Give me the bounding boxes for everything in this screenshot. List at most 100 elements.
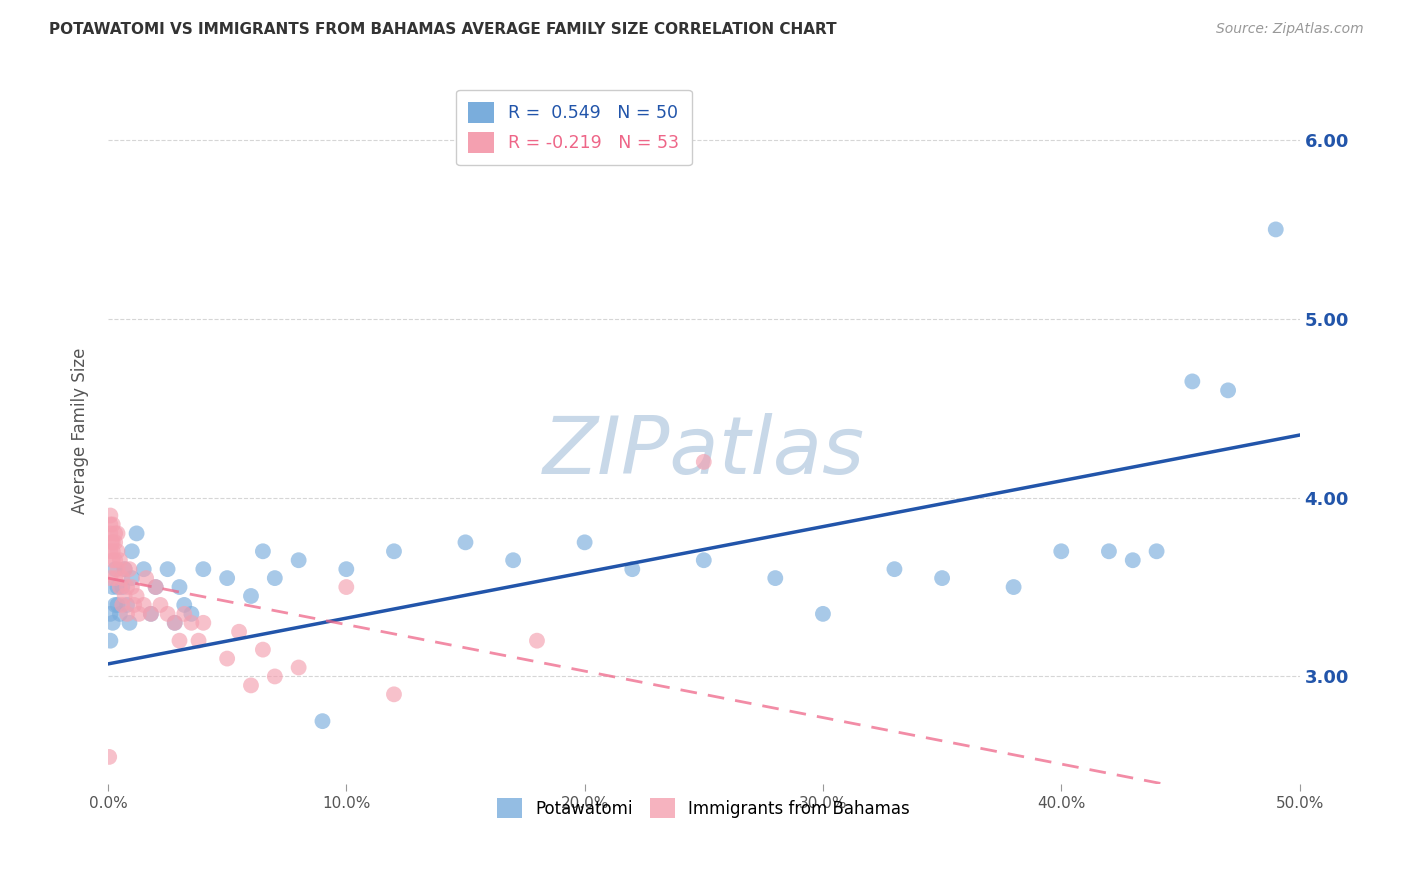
Point xyxy=(228,624,250,639)
Point xyxy=(100,508,122,523)
Point xyxy=(139,607,162,621)
Point xyxy=(693,553,716,567)
Point xyxy=(1098,544,1121,558)
Point xyxy=(252,642,274,657)
Point xyxy=(693,455,716,469)
Point xyxy=(156,562,179,576)
Point xyxy=(163,615,186,630)
Point xyxy=(180,607,202,621)
Point xyxy=(263,571,285,585)
Point xyxy=(114,589,136,603)
Point xyxy=(101,553,124,567)
Point xyxy=(156,607,179,621)
Point xyxy=(107,562,129,576)
Point xyxy=(125,589,148,603)
Point xyxy=(240,589,263,603)
Point xyxy=(169,580,191,594)
Point xyxy=(104,562,127,576)
Point xyxy=(98,750,121,764)
Point xyxy=(132,598,155,612)
Point xyxy=(107,598,129,612)
Point xyxy=(101,615,124,630)
Point xyxy=(100,526,122,541)
Point xyxy=(115,580,138,594)
Point xyxy=(132,562,155,576)
Point xyxy=(193,562,215,576)
Point xyxy=(135,571,157,585)
Point xyxy=(145,580,167,594)
Point xyxy=(217,651,239,665)
Point xyxy=(382,687,405,701)
Point xyxy=(574,535,596,549)
Point xyxy=(121,544,143,558)
Point xyxy=(108,580,131,594)
Point xyxy=(502,553,524,567)
Point xyxy=(263,669,285,683)
Point xyxy=(101,517,124,532)
Point xyxy=(454,535,477,549)
Point xyxy=(100,517,122,532)
Point xyxy=(252,544,274,558)
Point xyxy=(1050,544,1073,558)
Point xyxy=(382,544,405,558)
Point xyxy=(108,607,131,621)
Point xyxy=(883,562,905,576)
Point xyxy=(104,571,127,585)
Point xyxy=(111,580,134,594)
Point xyxy=(125,526,148,541)
Point xyxy=(193,615,215,630)
Text: Source: ZipAtlas.com: Source: ZipAtlas.com xyxy=(1216,22,1364,37)
Point xyxy=(101,580,124,594)
Point xyxy=(311,714,333,728)
Point xyxy=(1146,544,1168,558)
Point xyxy=(163,615,186,630)
Point xyxy=(931,571,953,585)
Point xyxy=(107,544,129,558)
Point xyxy=(811,607,834,621)
Point xyxy=(169,633,191,648)
Point xyxy=(187,633,209,648)
Point xyxy=(100,633,122,648)
Point xyxy=(240,678,263,692)
Point xyxy=(101,535,124,549)
Point xyxy=(287,660,309,674)
Point xyxy=(104,535,127,549)
Point xyxy=(139,607,162,621)
Point xyxy=(107,580,129,594)
Point xyxy=(217,571,239,585)
Point xyxy=(104,553,127,567)
Point xyxy=(101,544,124,558)
Point xyxy=(115,607,138,621)
Point xyxy=(1216,384,1239,398)
Point xyxy=(100,571,122,585)
Point xyxy=(621,562,644,576)
Point xyxy=(763,571,786,585)
Point xyxy=(128,607,150,621)
Point xyxy=(145,580,167,594)
Point xyxy=(114,562,136,576)
Point xyxy=(173,598,195,612)
Text: POTAWATOMI VS IMMIGRANTS FROM BAHAMAS AVERAGE FAMILY SIZE CORRELATION CHART: POTAWATOMI VS IMMIGRANTS FROM BAHAMAS AV… xyxy=(49,22,837,37)
Point xyxy=(121,580,143,594)
Point xyxy=(335,562,357,576)
Point xyxy=(107,526,129,541)
Point xyxy=(1264,222,1286,236)
Point xyxy=(1181,375,1204,389)
Point xyxy=(104,598,127,612)
Point xyxy=(287,553,309,567)
Point xyxy=(122,598,145,612)
Point xyxy=(121,571,143,585)
Point xyxy=(115,598,138,612)
Point xyxy=(118,615,141,630)
Point xyxy=(118,562,141,576)
Point xyxy=(100,607,122,621)
Point xyxy=(149,598,172,612)
Point xyxy=(111,598,134,612)
Point xyxy=(526,633,548,648)
Point xyxy=(111,571,134,585)
Point xyxy=(1002,580,1025,594)
Point xyxy=(104,526,127,541)
Y-axis label: Average Family Size: Average Family Size xyxy=(72,347,89,514)
Text: ZIPatlas: ZIPatlas xyxy=(543,413,865,491)
Point xyxy=(335,580,357,594)
